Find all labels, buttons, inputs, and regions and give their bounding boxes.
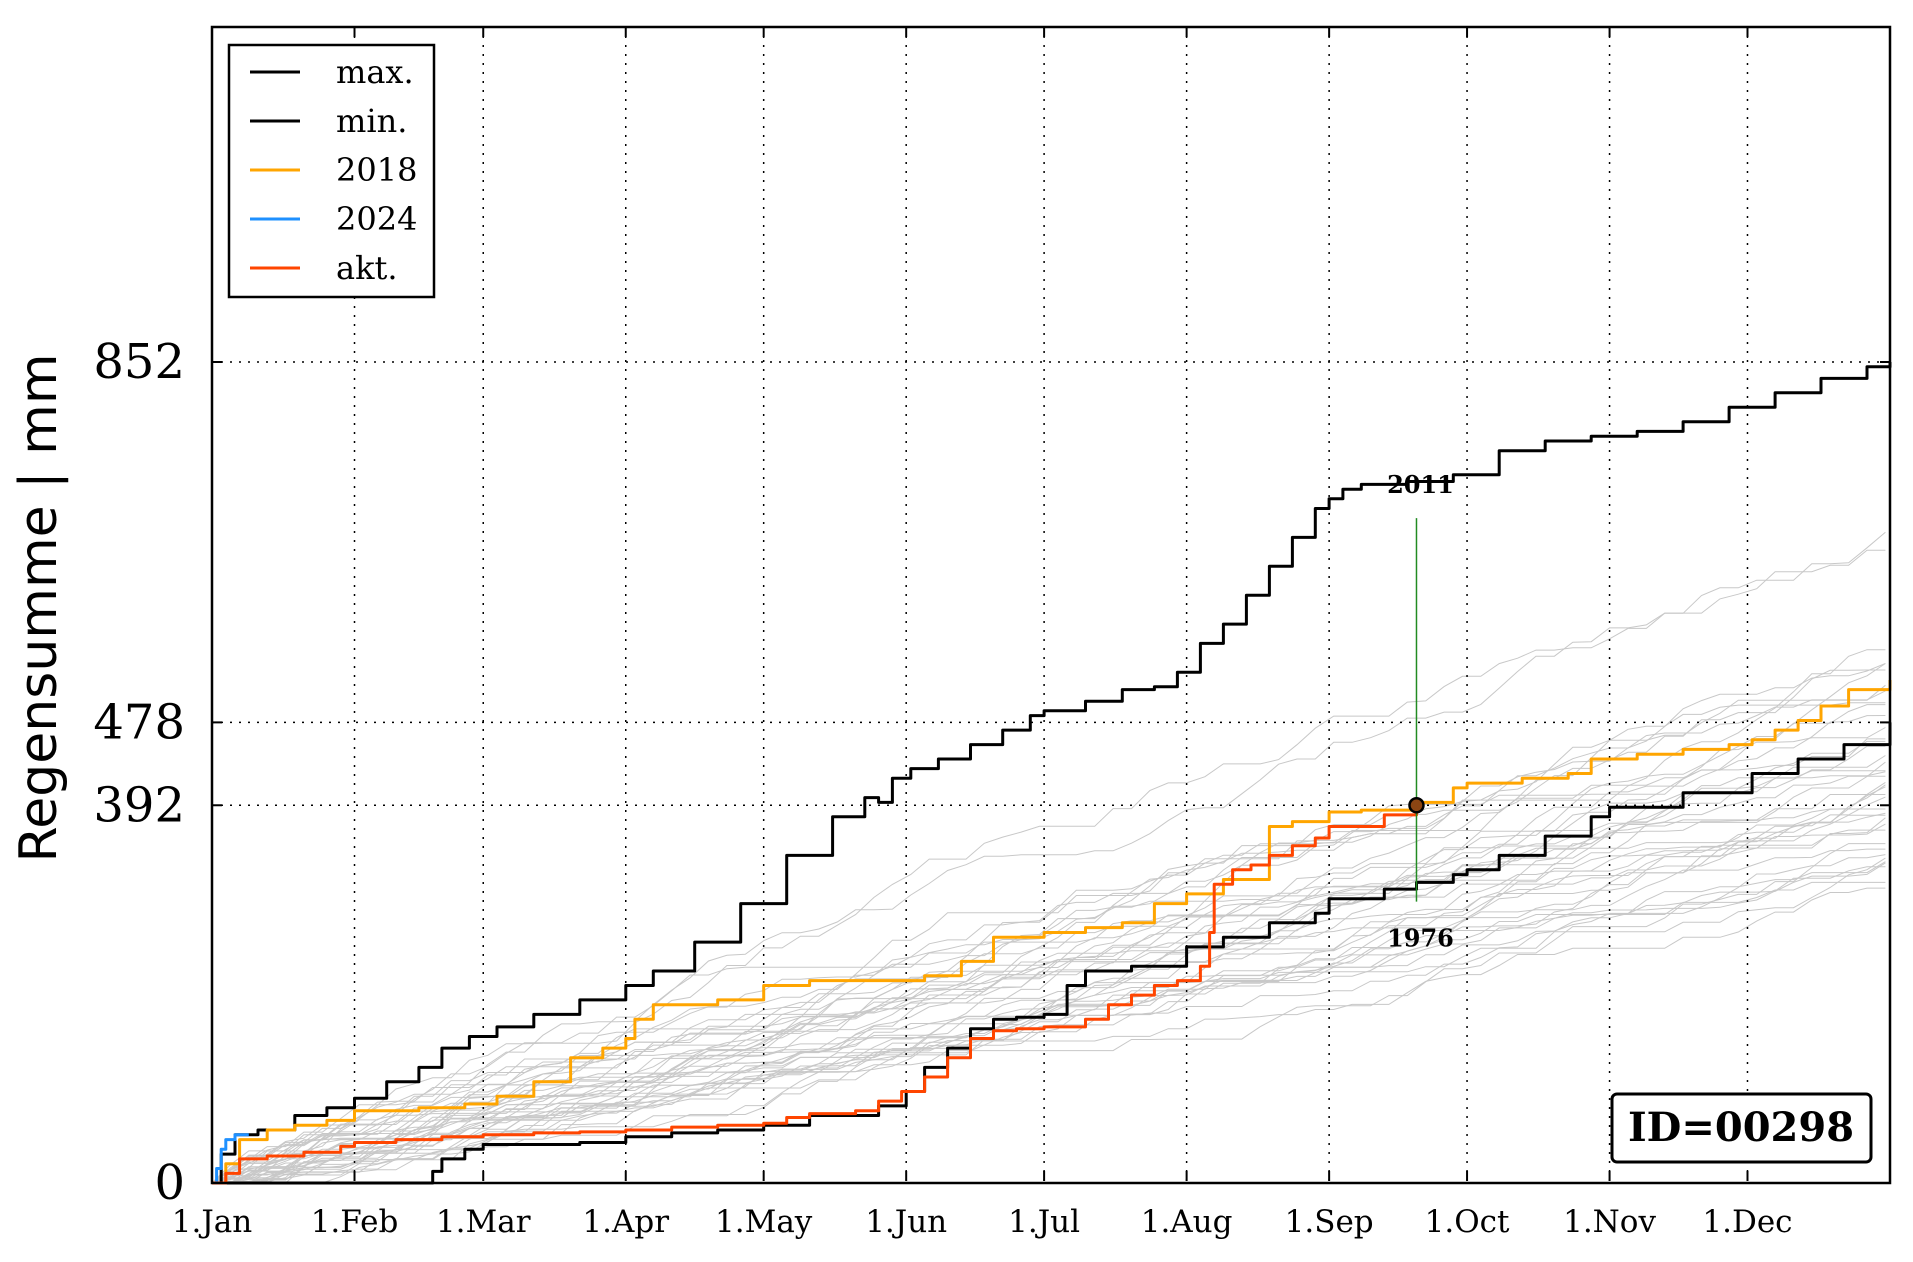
historical-year-line <box>211 684 1886 1184</box>
historical-year-line <box>212 669 1886 1184</box>
grid-lines <box>212 27 1890 1181</box>
x-tick-label: 1.Aug <box>1141 1204 1233 1240</box>
series-line-akt <box>212 805 1418 1185</box>
x-tick-label: 1.Apr <box>582 1204 669 1240</box>
series-line-max <box>212 362 1892 1185</box>
legend-label: 2024 <box>336 200 417 238</box>
id-box-frame <box>1610 1092 1873 1164</box>
historical-year-line <box>212 784 1886 1184</box>
legend-label: 2018 <box>336 151 417 189</box>
x-tick-label: 1.Sep <box>1285 1204 1374 1240</box>
historical-year-line <box>211 663 1886 1184</box>
historical-year-line <box>212 861 1886 1184</box>
legend: max. min. 2018 2024 akt. <box>227 43 436 299</box>
x-tick-label: 1.Dec <box>1702 1204 1792 1240</box>
historical-year-line <box>211 531 1886 1184</box>
historical-year-line <box>211 775 1886 1184</box>
y-tick-label: 852 <box>93 334 185 390</box>
historical-year-line <box>212 843 1886 1184</box>
historical-year-line <box>212 755 1886 1184</box>
legend-label: max. <box>336 53 414 91</box>
series-line-2024 <box>212 1133 249 1185</box>
x-tick-label: 1.May <box>715 1204 813 1240</box>
series-line-2018 <box>212 680 1892 1185</box>
x-tick-label: 1.Jun <box>865 1204 947 1240</box>
historical-year-line <box>211 704 1886 1184</box>
y-axis-tick-labels: 0 392 478 852 <box>93 334 185 1211</box>
x-tick-label: 1.Nov <box>1563 1204 1656 1240</box>
current-value-marker <box>1408 797 1425 814</box>
series-lines <box>212 362 1892 1185</box>
annotation-min-year: 1976 <box>1387 924 1454 953</box>
x-tick-label: 1.Jul <box>1008 1204 1080 1240</box>
id-box: ID=00298 <box>1610 1092 1873 1164</box>
historical-year-line <box>211 817 1886 1184</box>
historical-year-line <box>211 866 1886 1184</box>
historical-year-line <box>212 823 1886 1184</box>
historical-year-line <box>211 727 1886 1184</box>
historical-year-line <box>212 796 1886 1184</box>
historical-year-line <box>211 702 1886 1184</box>
y-tick-label: 392 <box>93 777 185 833</box>
x-axis-tick-labels: 1.Jan 1.Feb 1.Mar 1.Apr 1.May 1.Jun 1.Jul 1.Aug… <box>172 1204 1793 1240</box>
series-line-min <box>212 722 1892 1185</box>
plot-frame <box>210 25 1892 1185</box>
id-label: ID=00298 <box>1628 1104 1854 1151</box>
historical-year-line <box>211 549 1886 1184</box>
historical-year-line <box>212 745 1886 1184</box>
x-tick-label: 1.Oct <box>1425 1204 1510 1240</box>
x-tick-label: 1.Mar <box>436 1204 531 1240</box>
historical-year-line <box>211 740 1886 1184</box>
historical-year-line <box>212 848 1886 1184</box>
legend-label: akt. <box>336 249 398 287</box>
y-tick-label: 478 <box>93 694 185 750</box>
y-tick-label: 0 <box>154 1155 185 1211</box>
x-tick-label: 1.Jan <box>172 1204 252 1240</box>
legend-label: min. <box>336 102 407 140</box>
historical-year-line <box>212 887 1886 1184</box>
y-axis-label: Regensumme | mm <box>9 354 69 863</box>
axis-ticks <box>211 27 1890 1184</box>
historical-year-line <box>212 812 1886 1184</box>
x-tick-label: 1.Feb <box>311 1204 399 1240</box>
annotation-max-year: 2011 <box>1387 470 1454 499</box>
